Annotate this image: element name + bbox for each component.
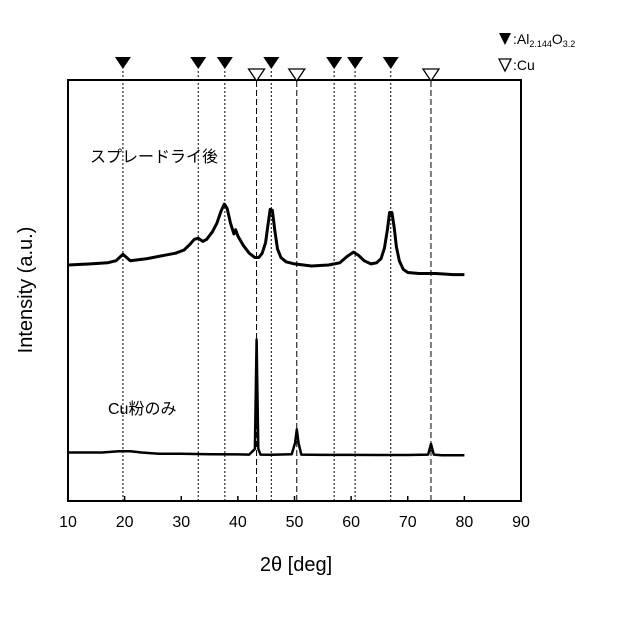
series-label-cu-only: Cu粉のみ	[108, 400, 176, 418]
al2o3-peak-marker	[326, 57, 342, 69]
x-tick-label: 50	[286, 514, 304, 531]
al2o3-peak-marker	[347, 57, 363, 69]
x-tick-label: 90	[512, 514, 530, 531]
legend-cu-label: :Cu	[513, 57, 535, 73]
al2o3-peak-marker	[217, 57, 233, 69]
x-tick-label: 10	[59, 514, 77, 531]
reference-markers	[115, 57, 439, 81]
legend-open-triangle-icon	[499, 59, 511, 71]
al2o3-peak-marker	[263, 57, 279, 69]
x-tick-label: 80	[455, 514, 473, 531]
reference-lines	[123, 71, 431, 501]
x-tick-label: 30	[172, 514, 190, 531]
series-label-spray-dried: スプレードライ後	[90, 148, 218, 166]
legend-al2o3-label: :Al2.144O3.2	[513, 31, 575, 49]
x-tick-label: 60	[342, 514, 360, 531]
legend-filled-triangle-icon	[499, 33, 511, 45]
x-tick-label: 40	[229, 514, 247, 531]
al2o3-peak-marker	[115, 57, 131, 69]
series-line-cu-only	[68, 340, 464, 456]
y-axis-title: Intensity (a.u.)	[15, 227, 37, 354]
al2o3-peak-marker	[190, 57, 206, 69]
x-tick-label: 20	[116, 514, 134, 531]
series-line-spray-dried	[68, 204, 464, 275]
x-tick-label: 70	[399, 514, 417, 531]
al2o3-peak-marker	[383, 57, 399, 69]
legend: :Al2.144O3.2 :Cu	[499, 31, 575, 73]
x-axis-title: 2θ [deg]	[260, 554, 332, 576]
